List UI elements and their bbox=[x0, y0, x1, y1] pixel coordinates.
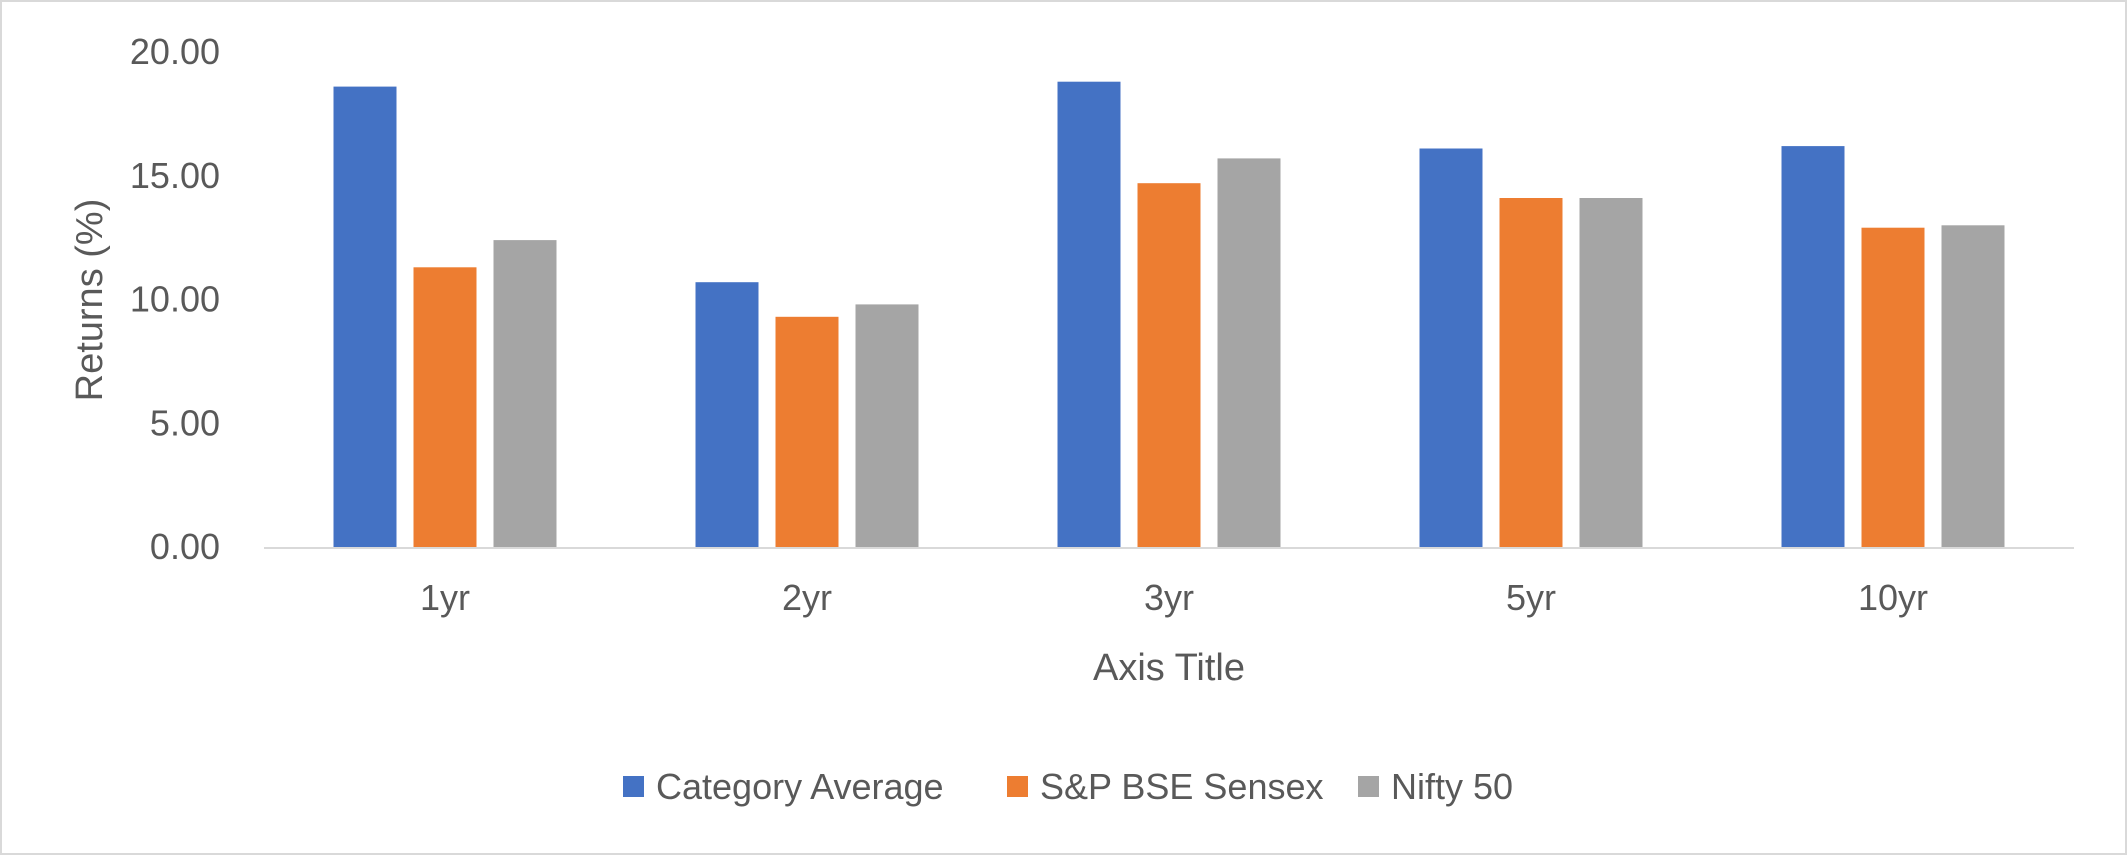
bar-3yr-series-1 bbox=[1057, 81, 1121, 547]
legend: Category Average S&P BSE Sensex Nifty 50 bbox=[623, 766, 1513, 807]
y-tick-label: 0.00 bbox=[150, 526, 220, 567]
bar-1yr-series-1 bbox=[333, 86, 397, 547]
x-tick-label: 2yr bbox=[782, 577, 832, 618]
legend-label: Nifty 50 bbox=[1391, 766, 1513, 807]
y-tick-label: 10.00 bbox=[130, 279, 220, 320]
bar-3yr-series-2 bbox=[1137, 183, 1201, 547]
bar-10yr-series-1 bbox=[1781, 146, 1845, 547]
x-tick-label: 10yr bbox=[1858, 577, 1928, 618]
legend-swatch bbox=[623, 776, 644, 797]
bar-1yr-series-3 bbox=[493, 240, 557, 547]
bar-10yr-series-3 bbox=[1941, 225, 2005, 548]
bar-3yr-series-3 bbox=[1217, 158, 1281, 547]
bar-5yr-series-3 bbox=[1579, 198, 1643, 547]
x-axis-title: Axis Title bbox=[1093, 647, 1245, 689]
legend-swatch bbox=[1358, 776, 1379, 797]
x-tick-label: 5yr bbox=[1506, 577, 1556, 618]
bars-layer bbox=[333, 81, 2005, 548]
y-tick-label: 5.00 bbox=[150, 402, 220, 443]
legend-label: S&P BSE Sensex bbox=[1040, 766, 1324, 807]
bar-2yr-series-3 bbox=[855, 304, 919, 547]
bar-5yr-series-2 bbox=[1499, 198, 1563, 547]
bar-10yr-series-2 bbox=[1861, 227, 1925, 547]
y-tick-label: 15.00 bbox=[130, 155, 220, 196]
bar-2yr-series-1 bbox=[695, 282, 759, 547]
y-tick-label: 20.00 bbox=[130, 31, 220, 72]
x-tick-label: 1yr bbox=[420, 577, 470, 618]
x-tick-label: 3yr bbox=[1144, 577, 1194, 618]
bar-2yr-series-2 bbox=[775, 316, 839, 547]
bar-1yr-series-2 bbox=[413, 267, 477, 547]
y-axis-title: Returns (%) bbox=[69, 199, 111, 402]
x-axis-tick-labels: 1yr 2yr 3yr 5yr 10yr bbox=[420, 577, 1928, 618]
plot-area: 0.00 5.00 10.00 15.00 20.00 1yr 2yr 3yr 5yr 10yr bbox=[130, 31, 2074, 618]
legend-label: Category Average bbox=[656, 766, 944, 807]
legend-swatch bbox=[1007, 776, 1028, 797]
y-axis-tick-labels: 0.00 5.00 10.00 15.00 20.00 bbox=[130, 31, 220, 567]
bar-5yr-series-1 bbox=[1419, 148, 1483, 547]
